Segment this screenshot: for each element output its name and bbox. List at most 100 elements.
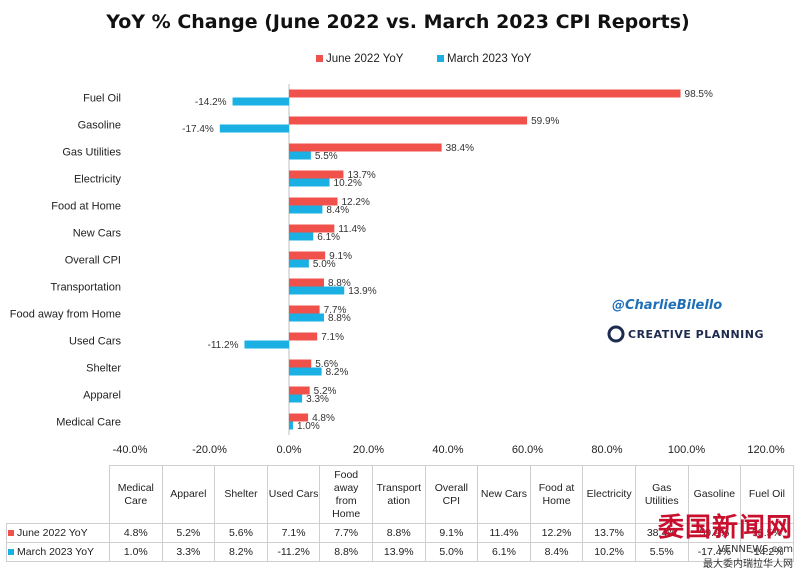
bar <box>289 286 345 295</box>
data-label: 5.5% <box>315 151 338 162</box>
bar <box>289 413 309 422</box>
watermark: 委国新闻网 VENNEWS.com 最大委内瑞拉华人网 <box>658 507 793 570</box>
data-label: 59.9% <box>531 116 559 127</box>
watermark-sub: 最大委内瑞拉华人网 <box>703 559 793 570</box>
data-label: 1.0% <box>297 421 320 432</box>
bar <box>289 151 311 160</box>
data-label: -11.2% <box>208 340 239 351</box>
category-label: Apparel <box>83 390 121 402</box>
bar <box>289 421 293 430</box>
table-cell: 8.8% <box>319 542 373 562</box>
chart-canvas: YoY % Change (June 2022 vs. March 2023 C… <box>10 11 785 456</box>
bar <box>289 178 330 187</box>
x-tick-label: 0.0% <box>276 444 301 456</box>
x-tick-label: 80.0% <box>591 444 622 456</box>
bar <box>289 251 326 260</box>
table-cell: 5.6% <box>214 523 268 543</box>
table-cell: -11.2% <box>266 542 321 562</box>
x-tick-label: 100.0% <box>668 444 706 456</box>
bar <box>289 197 338 206</box>
data-label: 6.1% <box>317 232 340 243</box>
x-tick-labels: -40.0% -20.0% 0.0% 20.0% 40.0% 60.0% 80.0% 100.… <box>113 444 785 456</box>
x-tick-label: 120.0% <box>747 444 785 456</box>
table-corner <box>6 465 110 524</box>
table-header-cell: Transport ation <box>371 465 426 524</box>
data-label: 8.8% <box>328 313 351 324</box>
category-labels: Fuel Oil Gasoline Gas Utilities Electricity… <box>10 93 122 429</box>
data-label: -17.4% <box>182 124 214 135</box>
category-label: Medical Care <box>56 417 121 429</box>
bar <box>289 116 528 125</box>
watermark-main: 委国新闻网 <box>657 513 793 543</box>
watermark-domain: VENNEWS.com <box>717 544 793 555</box>
table-row: March 2023 YoY 1.0% 3.3% 8.2% -11.2% 8.8% 13.9… <box>6 542 794 562</box>
table-header-row: Medical Care Apparel Shelter Used Cars Food aw… <box>6 465 794 524</box>
table-header-cell: Fuel Oil <box>740 465 794 524</box>
x-tick-label: -20.0% <box>192 444 227 456</box>
table-header-cell: Gas Utilities <box>634 465 689 524</box>
bar <box>289 367 322 376</box>
category-label: Used Cars <box>69 336 121 348</box>
data-label: 3.3% <box>306 394 329 405</box>
bar <box>289 313 324 322</box>
brand-name: CREATIVE PLANNING <box>628 328 764 341</box>
category-label: Transportation <box>50 282 121 294</box>
category-label: Food away from Home <box>10 309 121 321</box>
table-cell: 12.2% <box>529 523 584 543</box>
data-label: 5.0% <box>313 259 336 270</box>
brand-logo: CREATIVE PLANNING <box>607 325 764 343</box>
category-label: Food at Home <box>51 201 121 213</box>
data-label: 7.7% <box>324 305 347 316</box>
table-header-cell: Medical Care <box>109 465 163 524</box>
bar <box>289 278 324 287</box>
bar <box>289 386 310 395</box>
value-labels: 98.5% -14.2% 59.9% -17.4% 38.4% 5.5% 13.7%10.2… <box>182 89 713 432</box>
table-row: June 2022 YoY 4.8% 5.2% 5.6% 7.1% 7.7% 8.8% 9.1… <box>6 523 794 543</box>
bar <box>289 224 335 233</box>
bar <box>219 124 289 133</box>
table-header-cell: Food away from Home <box>319 465 373 524</box>
data-label: 8.8% <box>328 278 351 289</box>
bar <box>289 305 320 314</box>
table-cell: 7.1% <box>266 523 321 543</box>
data-label: 8.4% <box>326 205 349 216</box>
data-label: 9.1% <box>329 251 352 262</box>
x-tick-label: 20.0% <box>353 444 384 456</box>
table-cell: 11.4% <box>477 523 531 543</box>
category-label: Electricity <box>74 174 122 186</box>
author-handle: @CharlieBilello <box>612 298 722 313</box>
data-label: 38.4% <box>446 143 474 154</box>
table-cell: 10.2% <box>582 542 636 562</box>
bar <box>289 359 312 368</box>
legend-swatch <box>316 55 323 62</box>
data-table: Medical Care Apparel Shelter Used Cars Food aw… <box>6 465 794 562</box>
table-cell: 5.5% <box>634 542 689 562</box>
category-label: New Cars <box>73 228 122 240</box>
table-cell: 3.3% <box>161 542 216 562</box>
legend-label: March 2023 YoY <box>447 53 532 65</box>
bar <box>289 170 344 179</box>
data-label: 11.4% <box>338 224 366 235</box>
x-tick-label: 40.0% <box>432 444 463 456</box>
bar <box>244 340 289 349</box>
bar <box>289 332 318 341</box>
data-label: 5.6% <box>315 359 338 370</box>
table-cell: 6.1% <box>477 542 531 562</box>
table-header-cell: Gasoline <box>687 465 742 524</box>
table-header-cell: Apparel <box>161 465 216 524</box>
data-label: -14.2% <box>195 97 227 108</box>
logo-icon <box>607 325 625 343</box>
table-cell: 5.2% <box>161 523 216 543</box>
bar <box>289 259 309 268</box>
table-header-cell: New Cars <box>477 465 531 524</box>
x-tick-label: -40.0% <box>113 444 148 456</box>
legend-label: June 2022 YoY <box>326 53 404 65</box>
data-label: 13.9% <box>348 286 376 297</box>
bar <box>289 205 323 214</box>
data-label: 10.2% <box>334 178 362 189</box>
x-tick-label: 60.0% <box>512 444 543 456</box>
table-cell: 4.8% <box>109 523 163 543</box>
table-header-cell: Used Cars <box>266 465 321 524</box>
chart-title: YoY % Change (June 2022 vs. March 2023 C… <box>105 11 690 33</box>
legend-swatch <box>437 55 444 62</box>
